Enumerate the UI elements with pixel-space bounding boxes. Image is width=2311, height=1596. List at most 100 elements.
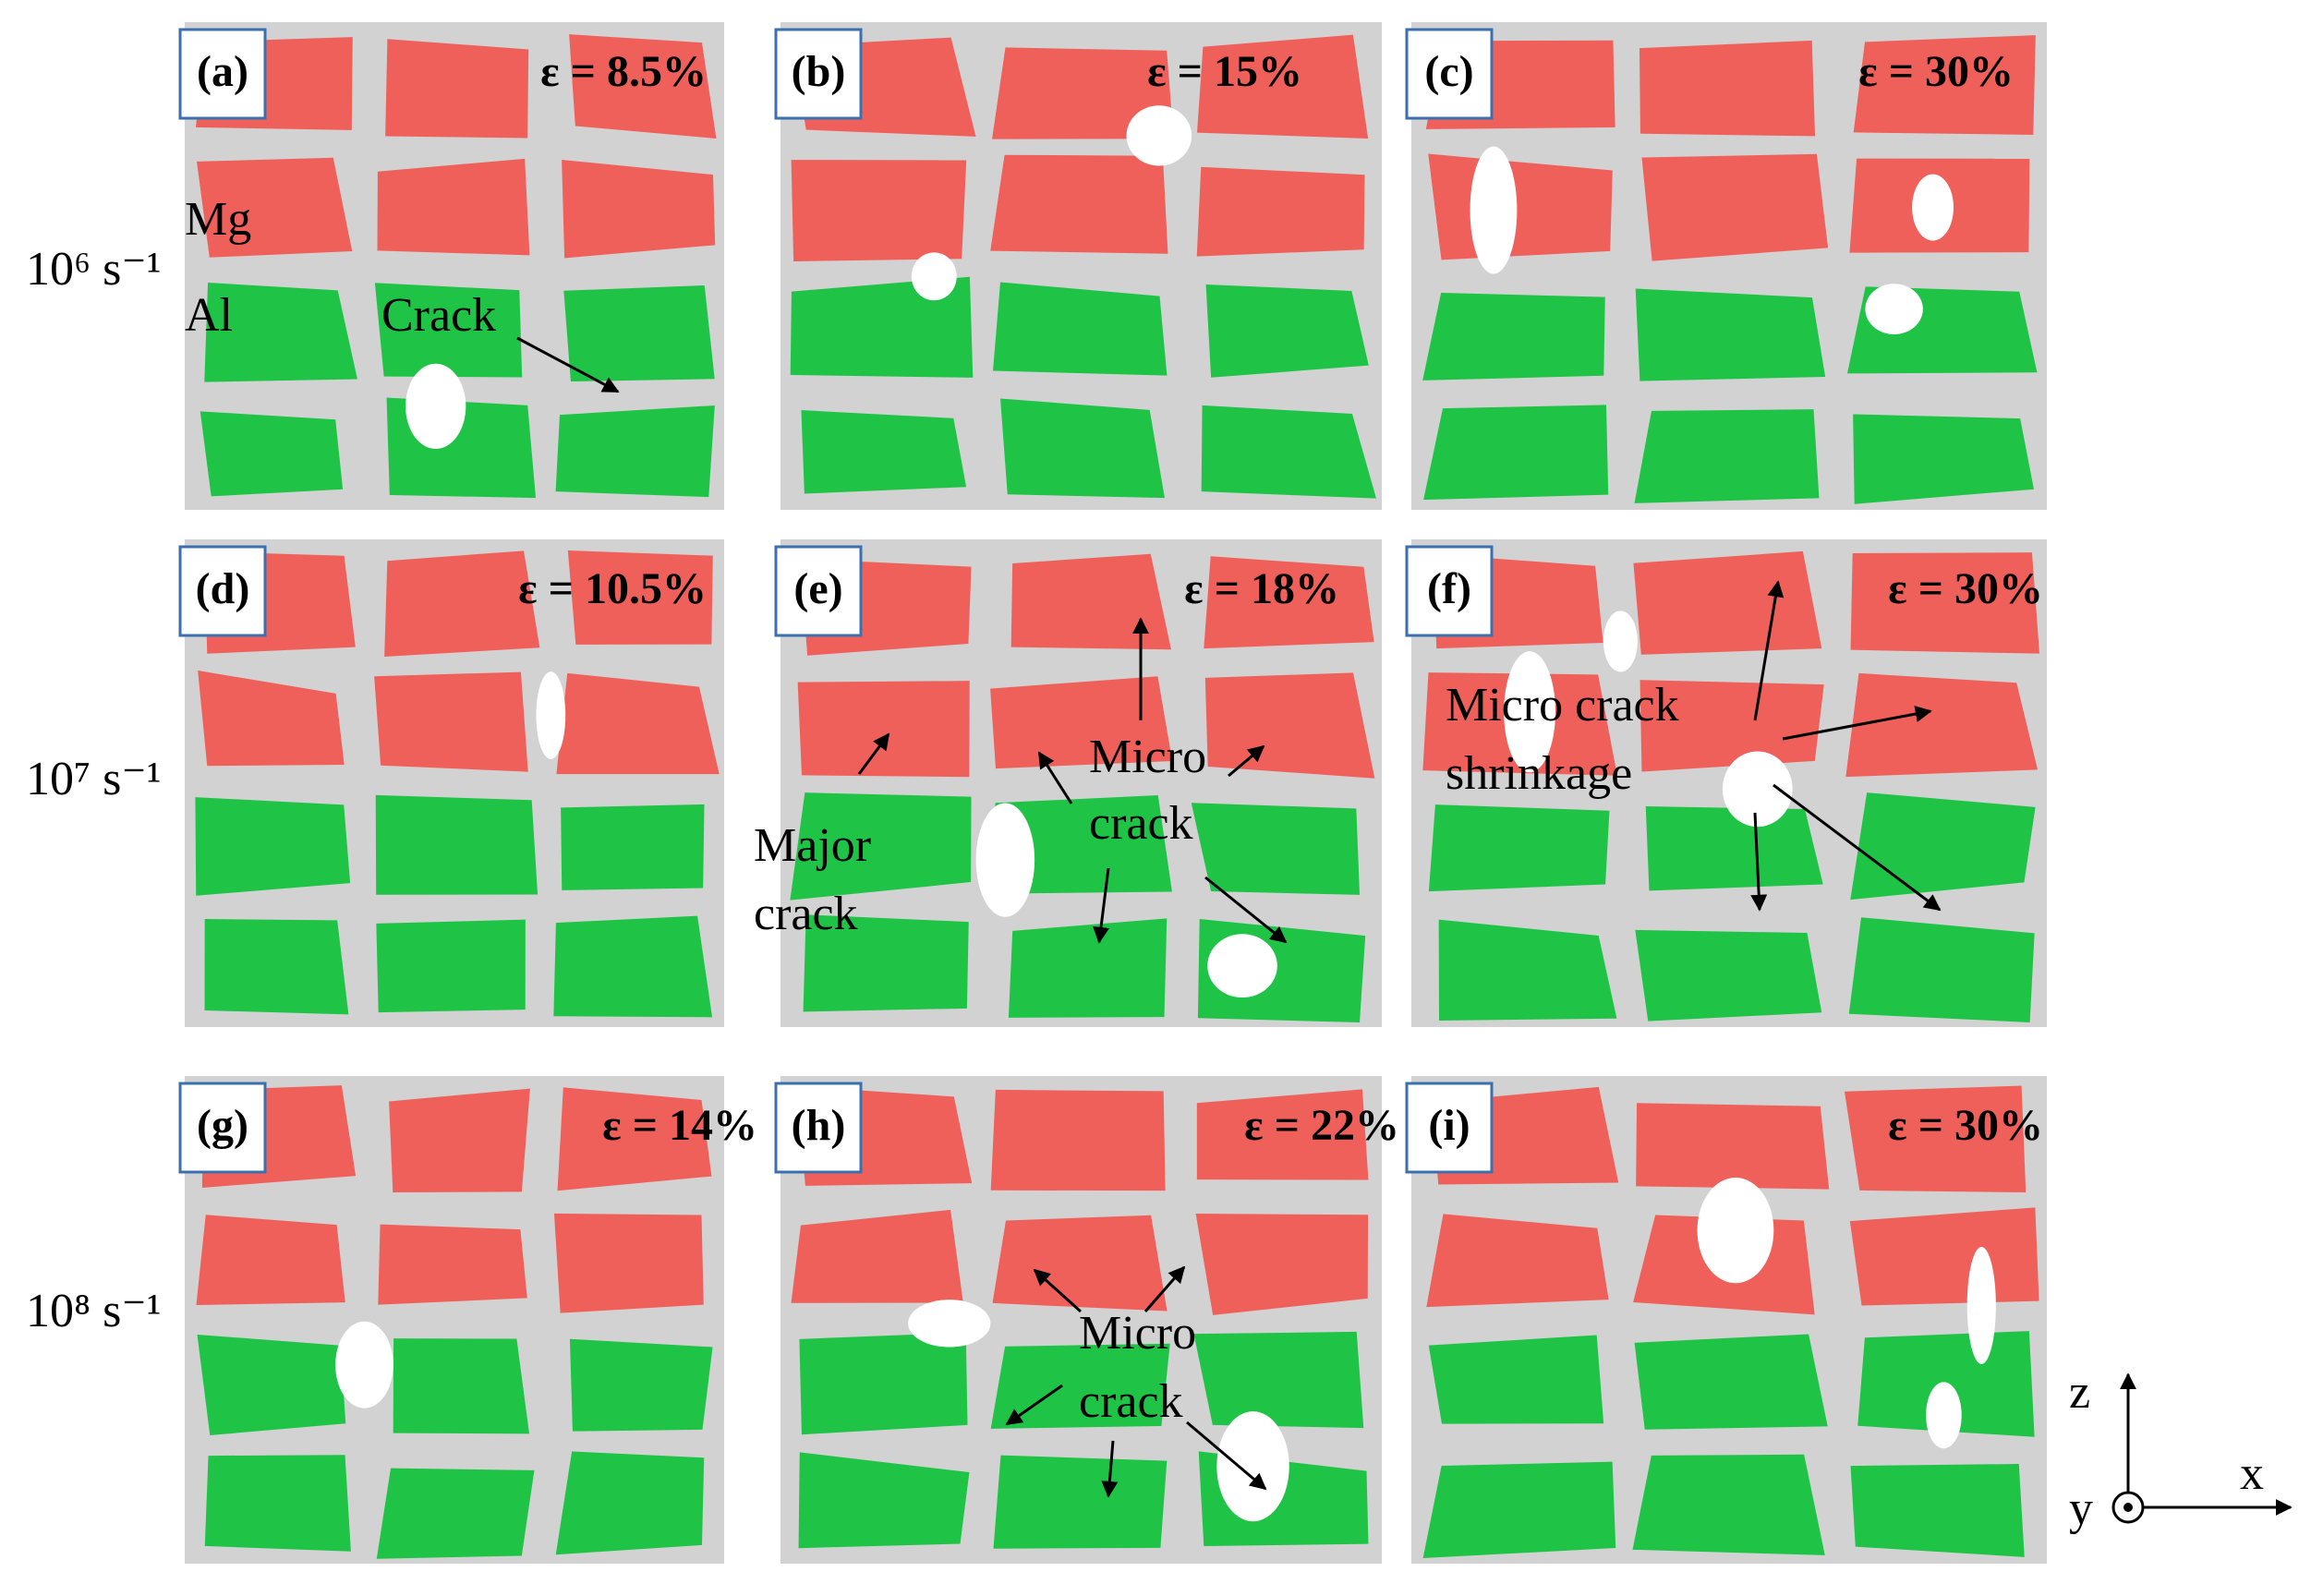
arrow bbox=[1033, 1268, 1083, 1313]
grain bbox=[1426, 1214, 1609, 1308]
grain bbox=[1632, 1454, 1825, 1555]
grain bbox=[1196, 166, 1365, 257]
panel-label: (a) bbox=[197, 47, 248, 96]
grain bbox=[197, 1334, 346, 1435]
grain bbox=[791, 160, 967, 261]
grain bbox=[377, 158, 530, 256]
grain bbox=[1845, 672, 2039, 778]
grain bbox=[1422, 292, 1605, 381]
grain bbox=[1438, 919, 1617, 1021]
void bbox=[1697, 1178, 1774, 1284]
grain bbox=[1193, 1331, 1364, 1429]
grain bbox=[567, 550, 713, 645]
void bbox=[1865, 284, 1923, 334]
panel-label: (f) bbox=[1427, 564, 1471, 613]
grain bbox=[374, 283, 523, 378]
grain bbox=[200, 411, 344, 497]
strain-label: ε = 30% bbox=[1888, 1101, 2043, 1150]
void bbox=[335, 1321, 393, 1409]
grain bbox=[1639, 40, 1816, 137]
grain bbox=[1853, 35, 2036, 135]
grain bbox=[553, 915, 713, 1018]
panel-label: (e) bbox=[793, 564, 842, 613]
grain bbox=[1010, 553, 1171, 650]
grain bbox=[990, 1343, 1170, 1429]
panel-label: (b) bbox=[792, 47, 846, 96]
annotation: Crack bbox=[381, 289, 496, 342]
annotation: Major bbox=[754, 819, 871, 872]
void bbox=[1470, 146, 1518, 274]
void bbox=[911, 252, 957, 301]
grain bbox=[376, 919, 526, 1013]
strain-label: ε = 8.5% bbox=[540, 47, 707, 96]
annotation: Mg bbox=[185, 193, 251, 246]
grain bbox=[1844, 1085, 2027, 1193]
grain bbox=[561, 804, 705, 890]
panel-label: (g) bbox=[197, 1101, 248, 1150]
grain bbox=[1850, 792, 2036, 901]
panel-label: (i) bbox=[1428, 1101, 1470, 1150]
annotation: Al bbox=[185, 289, 233, 342]
grain bbox=[1634, 409, 1820, 503]
axis-label: x bbox=[2240, 1447, 2264, 1500]
panel-label-box bbox=[178, 1082, 267, 1174]
arrow bbox=[1750, 812, 1768, 912]
void bbox=[1126, 105, 1192, 166]
arrow bbox=[1753, 580, 1785, 721]
row-label: 10⁷ s⁻¹ bbox=[26, 753, 161, 805]
grain bbox=[569, 1338, 713, 1432]
strain-label: ε = 30% bbox=[1888, 564, 2043, 613]
panel-label-box bbox=[774, 1082, 863, 1174]
grain bbox=[791, 1209, 963, 1303]
grain bbox=[376, 1468, 535, 1559]
strain-label: ε = 10.5% bbox=[518, 564, 707, 613]
arrow bbox=[516, 336, 620, 393]
annotation: crack bbox=[754, 888, 858, 940]
grain bbox=[993, 282, 1168, 376]
grain bbox=[799, 1332, 968, 1435]
arrow bbox=[857, 732, 890, 775]
grain bbox=[569, 34, 717, 139]
grain bbox=[204, 1455, 351, 1552]
grain bbox=[1422, 1461, 1616, 1559]
void bbox=[1926, 1382, 1962, 1449]
grain bbox=[801, 410, 967, 494]
grain bbox=[204, 919, 349, 1015]
grain bbox=[1635, 929, 1822, 1022]
grain bbox=[1850, 552, 2040, 654]
grain bbox=[384, 550, 540, 657]
void bbox=[1722, 751, 1793, 828]
grain bbox=[553, 1213, 704, 1313]
grain bbox=[1848, 917, 2035, 1022]
panel-label-box bbox=[774, 28, 863, 120]
annotation: Micro bbox=[1089, 731, 1206, 783]
grain bbox=[1191, 803, 1361, 895]
grain bbox=[562, 160, 716, 259]
arrow bbox=[1037, 751, 1073, 804]
grain bbox=[1423, 405, 1609, 501]
annotation: Micro crack bbox=[1446, 679, 1679, 732]
axis-label: z bbox=[2069, 1366, 2090, 1419]
grain bbox=[1428, 804, 1610, 892]
grain bbox=[555, 405, 715, 498]
arrow bbox=[1773, 783, 1942, 912]
grain bbox=[803, 914, 969, 1012]
grain bbox=[1195, 1214, 1369, 1315]
grain bbox=[797, 681, 970, 778]
panel-label-box bbox=[178, 28, 267, 120]
strain-label: ε = 22% bbox=[1244, 1101, 1399, 1150]
axis-label: y bbox=[2069, 1482, 2093, 1535]
grain bbox=[1850, 1464, 2025, 1557]
grain bbox=[1849, 1207, 2039, 1306]
grain bbox=[204, 283, 357, 382]
grain bbox=[1196, 34, 1369, 139]
arrow bbox=[1101, 1440, 1119, 1498]
void bbox=[1216, 1411, 1289, 1522]
panel-label-box bbox=[178, 545, 267, 637]
grain bbox=[1196, 1089, 1369, 1180]
grain bbox=[1633, 550, 1822, 655]
grain bbox=[195, 797, 351, 896]
grain bbox=[1204, 556, 1374, 649]
